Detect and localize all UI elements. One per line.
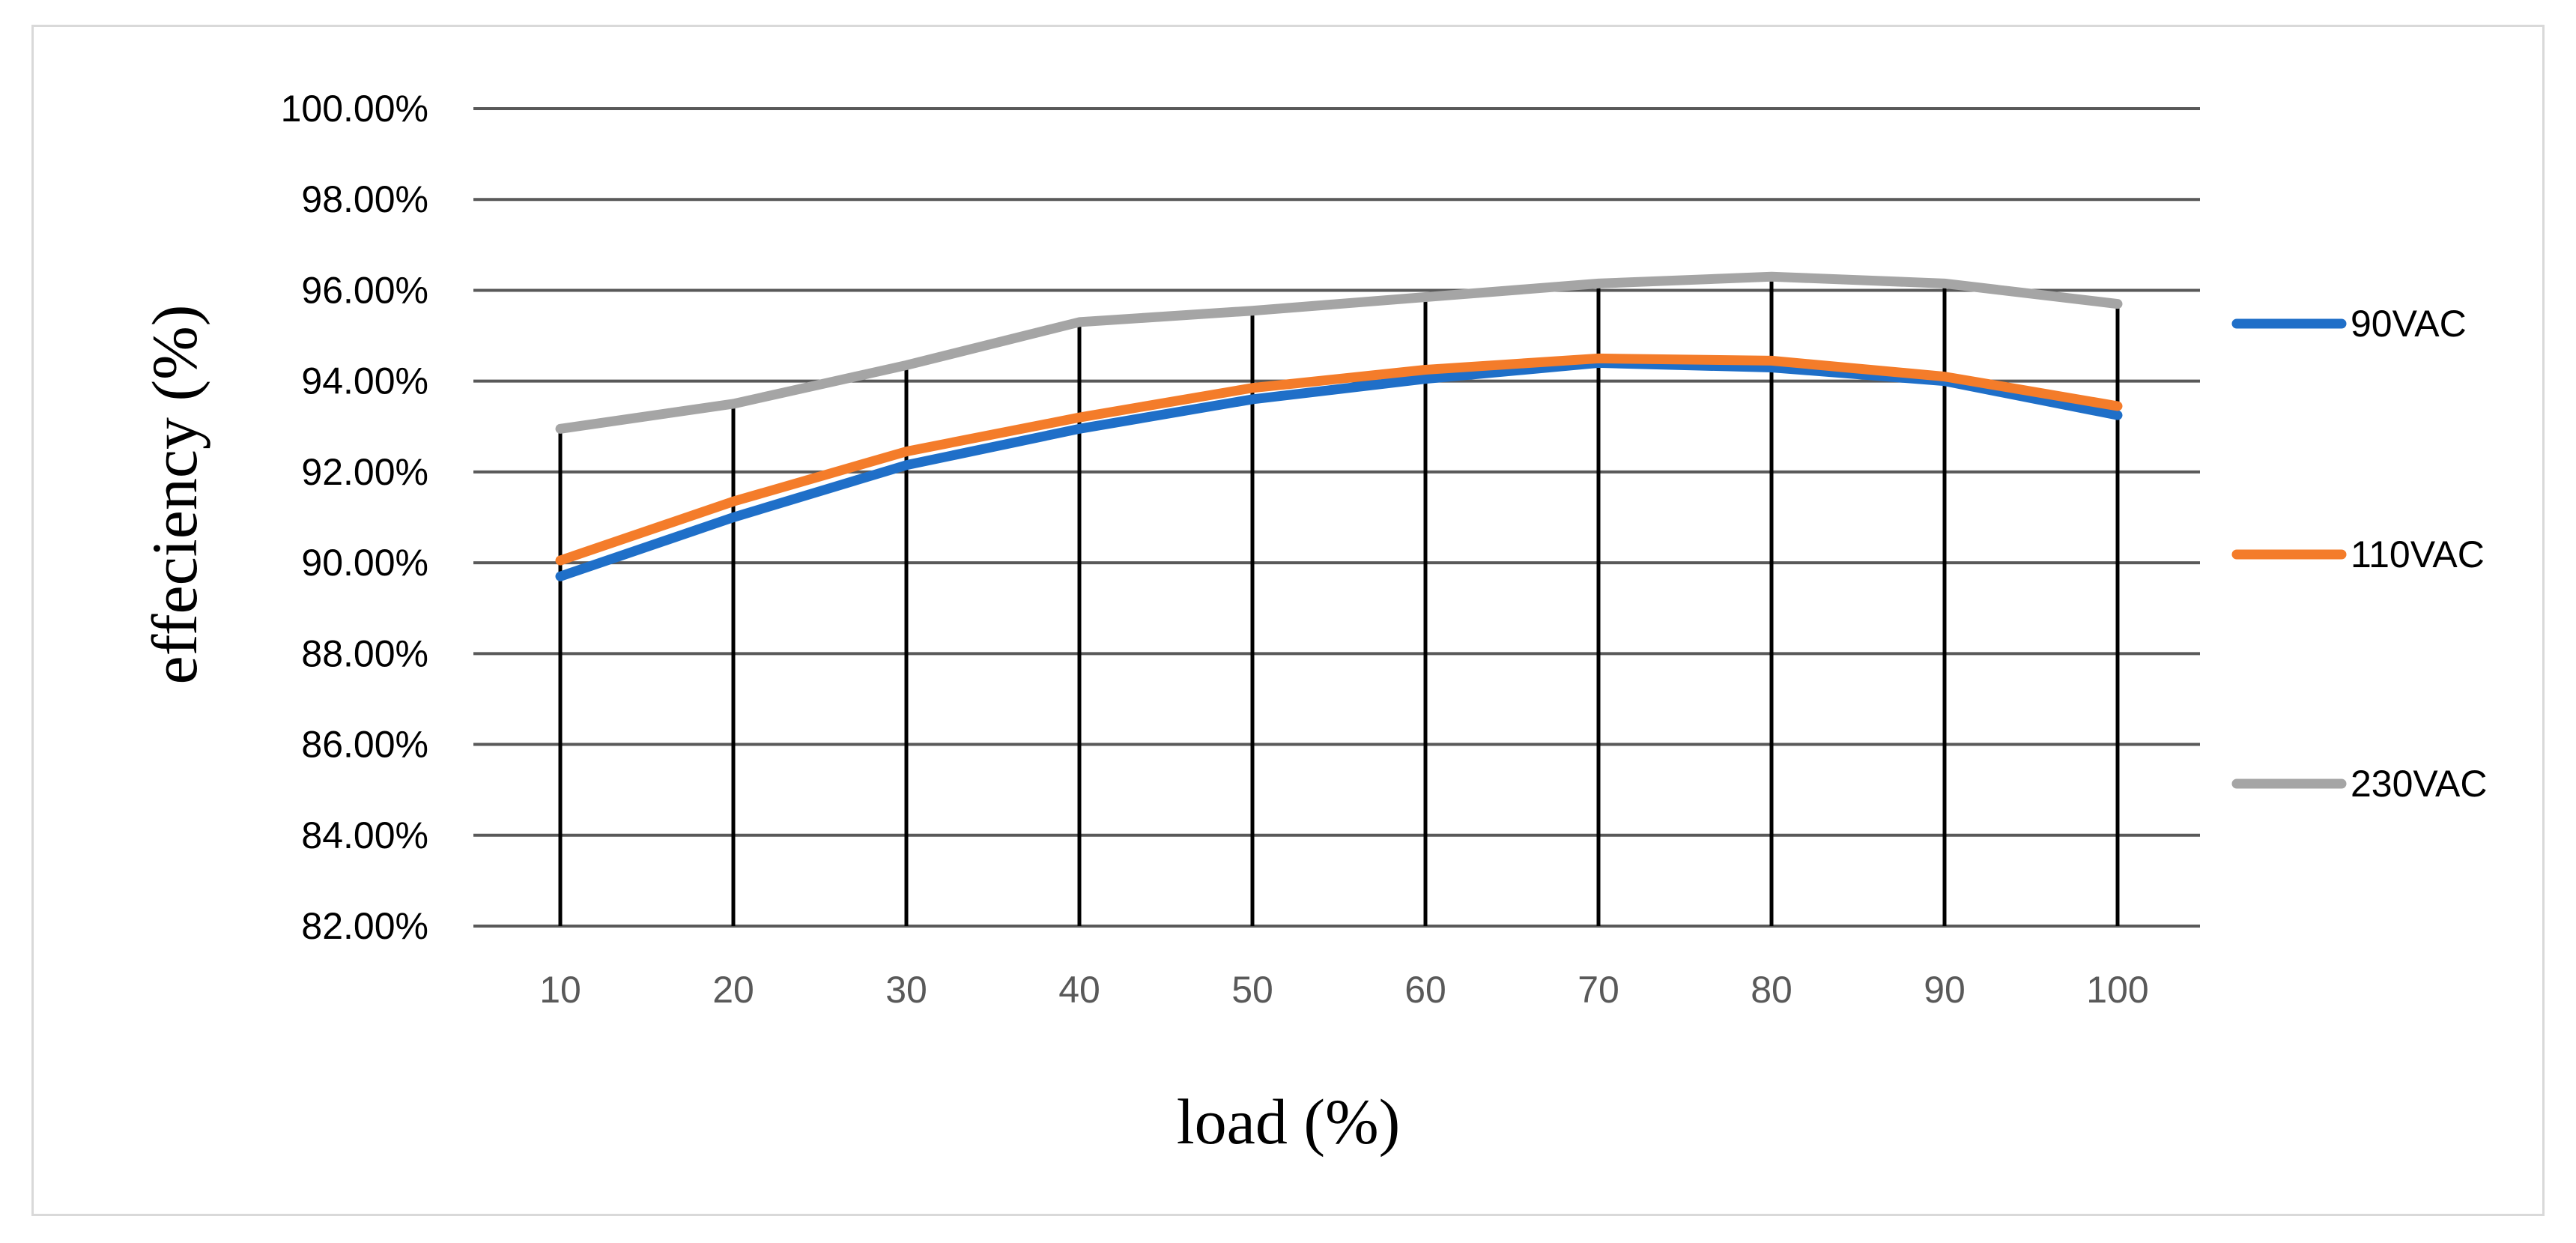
y-axis-title: effeciency (%) xyxy=(139,305,210,685)
y-tick-label: 90.00% xyxy=(301,542,428,584)
y-tick-label: 100.00% xyxy=(281,88,428,130)
x-tick-label: 30 xyxy=(885,969,927,1011)
x-axis-title: load (%) xyxy=(1177,1086,1400,1158)
x-axis-ticks: 10 20 30 40 50 60 70 80 90 100 xyxy=(539,969,2149,1011)
legend: 90VAC 110VAC 230VAC xyxy=(2231,303,2488,805)
y-tick-label: 92.00% xyxy=(301,451,428,493)
series-line-90vac xyxy=(555,357,2123,581)
x-tick-label: 70 xyxy=(1578,969,1619,1011)
x-tick-label: 10 xyxy=(539,969,581,1011)
x-tick-label: 20 xyxy=(712,969,754,1011)
chart-frame xyxy=(31,25,2545,1216)
y-tick-label: 86.00% xyxy=(301,724,428,766)
x-tick-label: 100 xyxy=(2086,969,2148,1011)
legend-label-110vac: 110VAC xyxy=(2351,533,2485,575)
series-lines xyxy=(555,271,2123,581)
legend-label-230vac: 230VAC xyxy=(2351,763,2488,805)
x-tick-label: 40 xyxy=(1058,969,1100,1011)
y-tick-label: 84.00% xyxy=(301,814,428,856)
y-tick-label: 82.00% xyxy=(301,905,428,947)
y-axis-ticks: 100.00% 98.00% 96.00% 94.00% 92.00% 90.00% 88.… xyxy=(281,88,428,947)
x-tick-label: 60 xyxy=(1404,969,1446,1011)
y-tick-label: 96.00% xyxy=(301,269,428,311)
x-tick-label: 80 xyxy=(1751,969,1792,1011)
y-tick-label: 98.00% xyxy=(301,178,428,220)
y-tick-label: 94.00% xyxy=(301,360,428,402)
series-line-110vac xyxy=(555,353,2123,566)
gridlines xyxy=(473,107,2200,928)
x-tick-label: 90 xyxy=(1924,969,1966,1011)
series-line-230vac xyxy=(555,271,2123,434)
x-tick-label: 50 xyxy=(1231,969,1273,1011)
drop-lines xyxy=(558,276,2120,926)
y-tick-label: 88.00% xyxy=(301,632,428,674)
legend-label-90vac: 90VAC xyxy=(2351,303,2467,345)
